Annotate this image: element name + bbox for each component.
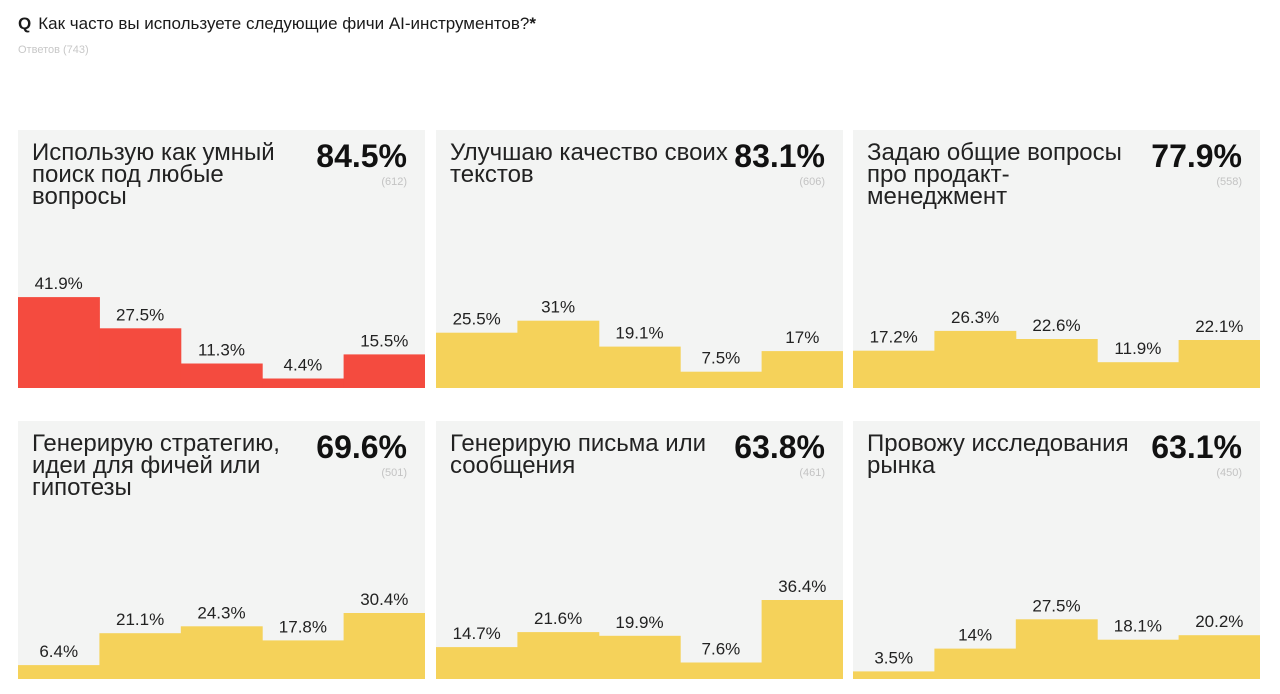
bar-label-3: 11.3% xyxy=(198,341,245,360)
bar-4 xyxy=(262,640,345,679)
bar-label-2: 21.6% xyxy=(534,609,582,628)
card-title: Улучшаю качество своих текстов xyxy=(450,139,728,188)
bar-label-3: 27.5% xyxy=(1032,596,1080,615)
bar-chart: 17.2% 26.3% 22.6% 11.9% 22.1% xyxy=(853,308,1260,388)
bar-label-2: 27.5% xyxy=(116,305,164,324)
bar-2 xyxy=(99,633,182,679)
bar-2 xyxy=(934,330,1017,388)
card-response-count: (558) xyxy=(1216,176,1242,188)
bar-label-1: 3.5% xyxy=(874,648,913,667)
bar-2 xyxy=(99,328,182,388)
bar-label-4: 17.8% xyxy=(279,617,327,636)
responses-count: Ответов (743) xyxy=(18,44,89,56)
bar-label-2: 14% xyxy=(958,626,992,645)
bar-label-5: 22.1% xyxy=(1195,317,1243,336)
bar-4 xyxy=(1097,639,1180,679)
bar-chart: 41.9% 27.5% 11.3% 4.4% 15.5% xyxy=(18,274,425,388)
bar-label-1: 17.2% xyxy=(870,328,918,347)
bar-4 xyxy=(1097,362,1180,388)
bar-label-3: 24.3% xyxy=(197,603,245,622)
bar-label-4: 4.4% xyxy=(284,356,323,375)
bar-5 xyxy=(761,600,843,679)
bar-chart: 14.7% 21.6% 19.9% 7.6% 36.4% xyxy=(436,577,843,679)
bar-label-2: 31% xyxy=(541,298,575,317)
card-total-percent: 77.9% xyxy=(1151,138,1242,174)
bar-chart: 6.4% 21.1% 24.3% 17.8% 30.4% xyxy=(18,590,425,679)
bar-3 xyxy=(1015,619,1098,679)
bar-5 xyxy=(1178,635,1260,679)
bar-1 xyxy=(18,297,100,388)
bar-1 xyxy=(18,665,100,679)
bar-4 xyxy=(262,378,345,388)
bar-2 xyxy=(517,632,600,679)
bar-1 xyxy=(436,647,518,679)
card-total-percent: 69.6% xyxy=(316,429,407,465)
bar-label-3: 22.6% xyxy=(1032,316,1080,335)
card-total-percent: 83.1% xyxy=(734,138,825,174)
card-total-percent: 84.5% xyxy=(316,138,407,174)
bar-4 xyxy=(680,662,763,679)
bar-label-5: 30.4% xyxy=(360,590,408,609)
bar-label-5: 20.2% xyxy=(1195,612,1243,631)
bar-chart: 25.5% 31% 19.1% 7.5% 17% xyxy=(436,298,843,388)
question-line: Q Как часто вы используете следующие фич… xyxy=(18,14,536,34)
chart-card-3: Задаю общие вопросы про продакт-менеджме… xyxy=(853,130,1260,388)
chart-card-5: Генерирую письма или сообщения 63.8% (46… xyxy=(436,421,843,679)
question-icon: Q xyxy=(18,14,32,33)
card-total-percent: 63.8% xyxy=(734,429,825,465)
chart-card-4: Генерирую стратегию, идеи для фичей или … xyxy=(18,421,425,679)
bar-label-1: 25.5% xyxy=(453,310,501,329)
chart-card-1: Использую как умный поиск под любые вопр… xyxy=(18,130,425,388)
bar-label-5: 15.5% xyxy=(360,331,408,350)
bar-3 xyxy=(1015,339,1098,388)
card-response-count: (450) xyxy=(1216,467,1242,479)
bar-4 xyxy=(680,371,763,388)
bar-chart: 3.5% 14% 27.5% 18.1% 20.2% xyxy=(853,596,1260,679)
bar-3 xyxy=(180,363,263,388)
card-title: Провожу исследования рынка xyxy=(867,430,1129,479)
bar-1 xyxy=(853,350,935,388)
bar-label-1: 41.9% xyxy=(35,274,83,293)
bar-1 xyxy=(853,671,935,679)
card-response-count: (461) xyxy=(799,467,825,479)
bar-5 xyxy=(761,351,843,388)
question-text: Как часто вы используете следующие фичи … xyxy=(38,14,530,33)
card-title: Генерирую стратегию, идеи для фичей или … xyxy=(32,430,280,501)
card-response-count: (606) xyxy=(799,176,825,188)
chart-card-6: Провожу исследования рынка 63.1% (450) 3… xyxy=(853,421,1260,679)
bar-label-2: 21.1% xyxy=(116,610,164,629)
bar-label-3: 19.1% xyxy=(615,324,663,343)
bar-5 xyxy=(343,354,425,388)
card-title: Генерирую письма или сообщения xyxy=(450,430,707,479)
card-title: Задаю общие вопросы про продакт-менеджме… xyxy=(867,139,1122,210)
chart-card-2: Улучшаю качество своих текстов 83.1% (60… xyxy=(436,130,843,388)
card-title: Использую как умный поиск под любые вопр… xyxy=(32,139,275,210)
bar-3 xyxy=(598,346,681,388)
card-total-percent: 63.1% xyxy=(1151,429,1242,465)
bar-label-1: 14.7% xyxy=(453,624,501,643)
bar-3 xyxy=(598,635,681,679)
bar-label-5: 17% xyxy=(785,328,819,347)
bar-1 xyxy=(436,332,518,388)
bar-2 xyxy=(934,648,1017,679)
survey-header: Q Как часто вы используете следующие фич… xyxy=(18,14,536,56)
bar-2 xyxy=(517,320,600,388)
bar-label-5: 36.4% xyxy=(778,577,826,596)
bar-5 xyxy=(343,613,425,679)
bar-label-4: 18.1% xyxy=(1114,617,1162,636)
bar-label-2: 26.3% xyxy=(951,308,999,327)
bar-label-4: 7.6% xyxy=(702,640,741,659)
bar-label-1: 6.4% xyxy=(39,642,78,661)
required-mark: * xyxy=(529,14,536,33)
bar-5 xyxy=(1178,340,1260,388)
card-response-count: (501) xyxy=(381,467,407,479)
card-response-count: (612) xyxy=(381,176,407,188)
bar-label-4: 7.5% xyxy=(702,349,741,368)
bar-label-4: 11.9% xyxy=(1114,339,1161,358)
bar-3 xyxy=(180,626,263,679)
bar-label-3: 19.9% xyxy=(615,613,663,632)
